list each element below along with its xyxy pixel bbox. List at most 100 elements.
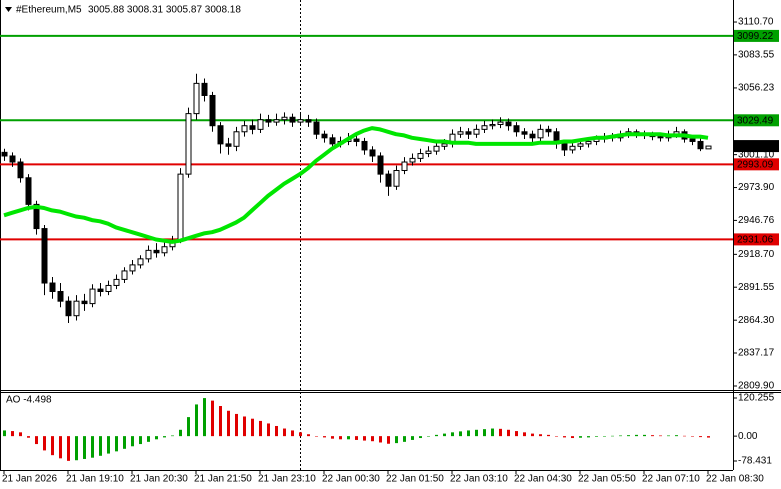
candle-body [49,282,56,293]
ohlc-info: 3005.88 3008.31 3005.87 3008.18 [88,5,241,16]
x-tick-label: 22 Jan 08:30 [706,474,764,485]
ao-bar [571,436,574,439]
ao-bar [539,434,542,437]
candle-body [489,124,496,127]
candle-body [393,169,400,187]
ao-bar [603,436,606,437]
y-tick-label: 2946.76 [738,215,775,226]
candle-body [185,113,192,175]
ao-bar [211,400,214,437]
y-tick-label: 2918.70 [738,249,775,260]
candle-body [497,121,504,126]
ao-bar [651,435,654,437]
ao-bar [643,434,646,437]
ao-bar [203,398,206,437]
ao-bar [667,435,670,437]
level-box [734,114,779,127]
ao-bar [427,436,430,437]
ao-bar [355,436,358,440]
candle-body [545,128,552,133]
candle-body [297,119,304,123]
y-tick-label: 3001.10 [738,149,775,160]
menu-icon [5,7,12,12]
ao-bar [707,436,710,438]
level-label: 3099.22 [737,31,774,42]
ao-bar [699,436,702,438]
candle-body [177,173,184,242]
candle-body [153,249,160,254]
ao-bar [251,418,254,437]
ao-bar [291,430,294,437]
candle-body [9,155,16,163]
ao-bar [587,436,590,438]
ao-bar [675,435,678,437]
level-box [734,29,779,42]
candle-body [145,249,152,260]
ao-bar [91,436,94,458]
candle-body [425,150,432,155]
candle-body [401,161,408,171]
candle-body [657,136,664,139]
ao-bar [323,436,326,438]
ao-bar [555,436,558,437]
ao-bar [547,434,550,437]
candle-body [265,119,272,123]
x-tick-label: 22 Jan 03:10 [450,474,508,485]
ao-bar [451,432,454,437]
ao-bar [683,435,686,437]
x-tick-label: 22 Jan 07:10 [642,474,700,485]
ao-bar [35,436,38,445]
candle-body [41,228,48,284]
ao-bar [123,436,126,449]
candle-body [585,140,592,145]
candle-body [57,291,64,302]
ao-bar [315,436,318,437]
candle-body [305,119,312,123]
ao-bar [187,417,190,437]
level-box [734,233,779,246]
x-tick-label: 21 Jan 20:30 [130,474,188,485]
x-tick-label: 21 Jan 19:10 [66,474,124,485]
ao-bar [403,436,406,442]
candle-body [209,94,216,127]
y-tick-label: 2809.90 [738,381,775,392]
ao-bar [267,423,270,437]
ao-bar [163,436,166,438]
ao-bar [131,436,134,447]
ao-bar [579,436,582,438]
indicator-label: AO -4.498 [6,395,52,406]
ao-bar [483,429,486,437]
candle-body [569,145,576,151]
level-label: 3029.49 [737,115,774,126]
ao-bar [347,436,350,440]
candle-body [561,143,568,151]
moving-average-line [3,126,709,244]
candle-body [81,300,88,305]
ao-bar [491,428,494,437]
ao-bar [171,435,174,437]
candle-body [137,258,144,266]
y-tick-label: 3110.70 [738,17,774,28]
x-tick-label: 22 Jan 01:50 [386,474,444,485]
ao-bar [179,429,182,437]
candle-body [321,133,328,139]
level-label: 2993.09 [737,159,774,170]
ao-bar [395,436,398,444]
candle-body [17,161,24,179]
candle-body [129,264,136,272]
candle-body [513,125,520,133]
candle-body [289,116,296,123]
candle-body [433,145,440,152]
y-tick-label: 120.255 [738,393,775,404]
candle-body [505,121,512,127]
y-tick-label: 2837.17 [738,348,775,359]
candle-body [521,131,528,135]
ao-bar [563,436,566,438]
ao-bar [11,431,14,437]
candle-body [409,157,416,163]
ao-bar [219,406,222,437]
candle-body [481,125,488,130]
ao-bar [59,436,62,459]
